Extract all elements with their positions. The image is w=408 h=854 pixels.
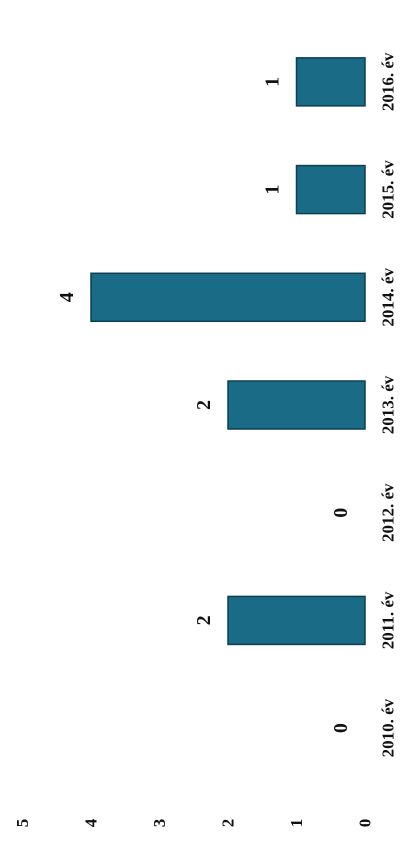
data-label-2014: 4 bbox=[56, 292, 78, 302]
tick-label-0: 0 bbox=[356, 819, 375, 828]
bar-2015 bbox=[295, 164, 366, 215]
category-label-2011: 2011. év bbox=[379, 591, 398, 649]
category-labels: 2010. év 2011. év 2012. év 2013. év 2014. év… bbox=[379, 52, 398, 757]
data-label-2015: 1 bbox=[262, 185, 284, 195]
bar-2014 bbox=[90, 272, 366, 323]
tick-label-4: 4 bbox=[82, 818, 101, 827]
tick-label-3: 3 bbox=[150, 819, 169, 828]
category-label-2015: 2015. év bbox=[379, 160, 398, 219]
tick-label-5: 5 bbox=[13, 819, 32, 828]
category-label-2012: 2012. év bbox=[379, 483, 398, 542]
data-labels: 0 2 0 2 4 1 1 bbox=[56, 77, 352, 733]
tick-label-2: 2 bbox=[219, 819, 238, 828]
category-label-2013: 2013. év bbox=[379, 375, 398, 434]
bar-2013 bbox=[227, 380, 366, 430]
data-label-2011: 2 bbox=[193, 615, 215, 625]
data-label-2010: 0 bbox=[330, 723, 352, 733]
value-axis-ticks: 0 1 2 3 4 5 bbox=[13, 818, 375, 827]
data-label-2012: 0 bbox=[330, 508, 352, 518]
bars bbox=[90, 57, 366, 646]
bar-2016 bbox=[295, 57, 366, 107]
category-label-2010: 2010. év bbox=[379, 698, 398, 757]
tick-label-1: 1 bbox=[287, 819, 306, 828]
data-label-2016: 1 bbox=[262, 77, 284, 87]
data-label-2013: 2 bbox=[193, 400, 215, 410]
category-label-2014: 2014. év bbox=[379, 268, 398, 327]
bar-2011 bbox=[227, 595, 366, 646]
category-label-2016: 2016. év bbox=[379, 52, 398, 111]
